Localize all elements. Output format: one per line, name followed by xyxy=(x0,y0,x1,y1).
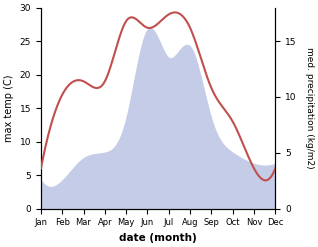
Y-axis label: max temp (C): max temp (C) xyxy=(4,74,14,142)
Y-axis label: med. precipitation (kg/m2): med. precipitation (kg/m2) xyxy=(305,47,314,169)
X-axis label: date (month): date (month) xyxy=(119,233,197,243)
